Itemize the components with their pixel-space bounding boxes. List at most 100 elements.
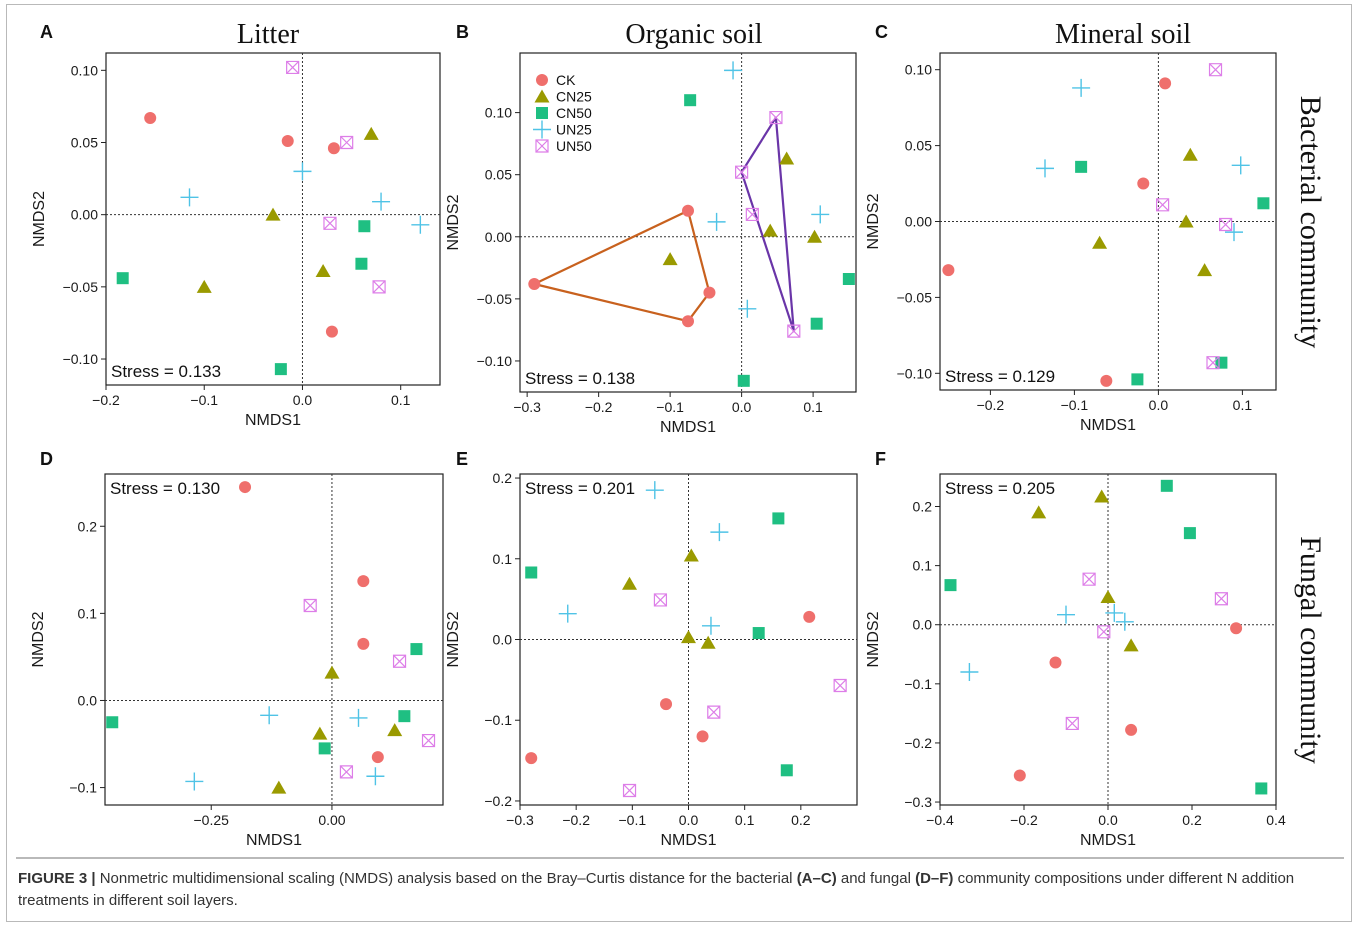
y-tick-label: 0.2 <box>913 499 933 515</box>
point-un50-3 <box>339 765 354 779</box>
point-ck-2 <box>327 142 340 155</box>
y-tick-label: −0.05 <box>477 291 513 307</box>
caption-divider <box>16 857 1344 859</box>
point-cn50-0 <box>410 643 423 656</box>
point-cn50-1 <box>1257 197 1270 210</box>
legend-label-ck: CK <box>556 72 576 88</box>
point-ck-0 <box>1159 77 1172 90</box>
x-tick-label: 0.2 <box>791 812 811 828</box>
point-un25-2 <box>1105 603 1124 622</box>
point-cn50-1 <box>525 566 538 579</box>
point-cn25-1 <box>265 207 281 221</box>
caption-label: FIGURE 3 | <box>18 870 96 887</box>
x-tick-label: 0.1 <box>1233 397 1253 413</box>
point-un25-3 <box>701 616 720 635</box>
x-tick-label: 0.0 <box>1149 397 1169 413</box>
point-un25-2 <box>811 205 830 224</box>
x-tick-label: 0.1 <box>391 392 411 408</box>
y-tick-label: −0.10 <box>63 351 99 367</box>
point-cn25-1 <box>762 223 778 237</box>
y-tick-label: −0.2 <box>484 793 512 809</box>
row-label-fungal: Fungal community <box>1294 536 1327 764</box>
point-ck-2 <box>942 264 955 277</box>
panel-f: −0.4 −0.2 0.0 0.2 0.4 −0.3 −0.2 −0.1 0.0 0.1 0.2 NM… <box>865 449 1286 849</box>
point-ck-0 <box>682 204 694 217</box>
panel-letter: F <box>875 449 886 469</box>
plot-frame <box>105 52 441 386</box>
stress-label: Stress = 0.205 <box>945 479 1055 498</box>
point-cn25-0 <box>779 151 795 165</box>
point-un50-1 <box>1214 592 1228 606</box>
x-tick-label: −0.2 <box>562 812 590 828</box>
x-tick-label: 0.0 <box>1098 812 1118 828</box>
point-un25-1 <box>710 523 729 542</box>
point-cn50-3 <box>1255 782 1268 795</box>
y-tick-label: −0.2 <box>904 735 932 751</box>
legend-label-un25: UN25 <box>556 122 592 138</box>
point-un50-0 <box>1082 572 1096 586</box>
point-cn25-0 <box>1031 505 1047 519</box>
x-tick-label: 0.1 <box>803 399 823 415</box>
point-cn50-1 <box>398 710 411 723</box>
point-ck-1 <box>357 575 370 588</box>
point-un50-2 <box>1097 625 1111 639</box>
x-tick-label: −0.4 <box>926 812 954 828</box>
point-cn50-0 <box>772 512 785 525</box>
y-tick-label: −0.10 <box>897 365 933 381</box>
point-cn25-3 <box>1123 638 1139 652</box>
legend-label-un50: UN50 <box>556 138 592 154</box>
x-tick-label: −0.1 <box>619 812 647 828</box>
y-tick-label: 0.1 <box>493 551 513 567</box>
x-tick-label: −0.2 <box>585 399 613 415</box>
point-cn25-3 <box>662 252 678 266</box>
y-tick-label: −0.05 <box>897 289 933 305</box>
point-ck-2 <box>696 730 709 743</box>
point-cn50-legend <box>536 107 548 119</box>
y-tick-label: 0.00 <box>485 229 512 245</box>
panel-c: −0.2 −0.1 0.0 0.1 −0.10 −0.05 0.00 0.05 0.10 NMDS… <box>865 19 1277 434</box>
legend-label-cn50: CN50 <box>556 105 592 121</box>
row-label-bacterial: Bacterial community <box>1294 96 1327 348</box>
x-axis-label: NMDS1 <box>245 412 301 429</box>
caption-text-1: Nonmetric multidimensional scaling (NMDS… <box>95 870 797 887</box>
panel-letter: C <box>875 22 888 42</box>
point-cn50-2 <box>810 317 823 330</box>
point-cn50-3 <box>274 363 287 376</box>
y-tick-label: 0.00 <box>71 207 98 223</box>
point-cn25-2 <box>1178 214 1194 228</box>
point-cn25-0 <box>622 576 638 590</box>
point-cn25-1 <box>312 726 328 740</box>
y-axis-label: NMDS2 <box>31 191 48 247</box>
y-tick-label: 0.05 <box>905 138 932 154</box>
figure-canvas: −0.2 −0.1 0.0 0.1 −0.10 −0.05 0.00 0.05 0.10 NMDS… <box>30 19 1327 849</box>
point-un25-3 <box>185 772 204 791</box>
caption-ref-1: (A–C) <box>796 870 837 887</box>
point-ck-3 <box>325 325 338 338</box>
x-tick-label: 0.2 <box>1182 812 1202 828</box>
point-ck-2 <box>357 637 370 650</box>
point-cn50-1 <box>358 220 371 233</box>
point-un50-0 <box>1208 63 1223 77</box>
point-cn50-3 <box>737 374 750 387</box>
point-un50-0 <box>286 60 300 75</box>
panel-b: −0.3 −0.2 −0.1 0.0 0.1 −0.10 −0.05 0.00 0.05 0.10… <box>445 19 857 436</box>
point-un50-2 <box>1219 217 1233 232</box>
point-un50-3 <box>787 324 801 338</box>
point-un50-3 <box>372 280 386 294</box>
y-tick-label: 0.2 <box>78 518 98 534</box>
point-un25-0 <box>1057 605 1075 624</box>
point-un50-1 <box>392 654 407 668</box>
point-ck-0 <box>239 481 252 494</box>
figure-frame <box>6 4 1352 922</box>
y-axis-label: NMDS2 <box>865 611 882 667</box>
point-cn25-0 <box>363 126 379 140</box>
point-cn25-1 <box>1094 489 1110 503</box>
stress-label: Stress = 0.133 <box>111 362 221 381</box>
point-ck-legend <box>536 74 548 86</box>
point-un25-0 <box>724 61 743 80</box>
y-tick-label: −0.1 <box>69 780 97 796</box>
plot-frame <box>519 52 857 393</box>
caption-ref-2: (D–F) <box>915 870 954 887</box>
stress-label: Stress = 0.201 <box>525 479 635 498</box>
point-cn50-2 <box>318 742 331 755</box>
